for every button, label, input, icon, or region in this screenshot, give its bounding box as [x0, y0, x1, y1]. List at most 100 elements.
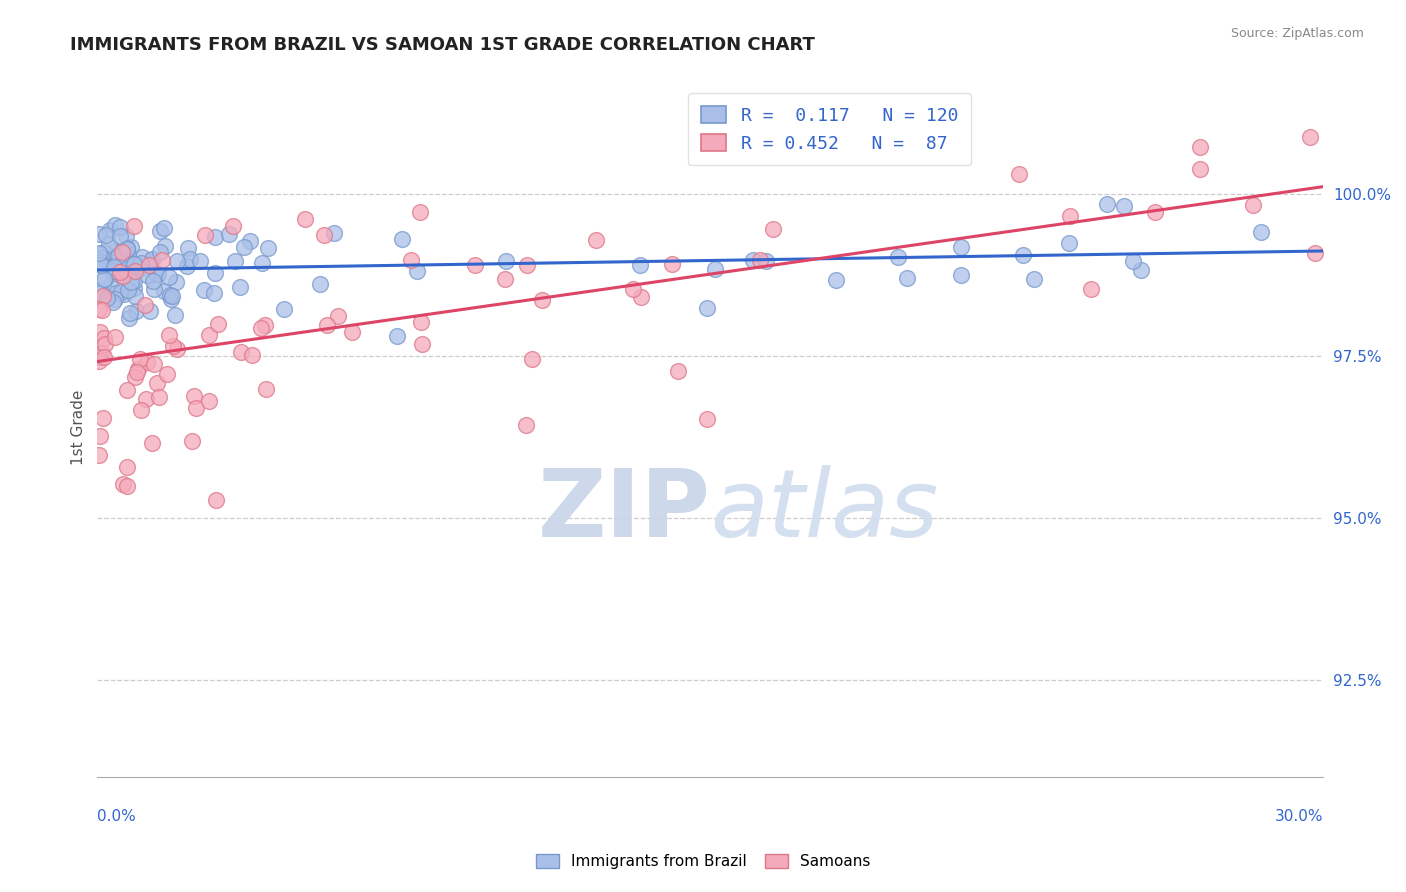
Point — [406, 264, 429, 278]
Point — [114, 229, 136, 244]
Point — [98, 277, 121, 292]
Point — [1080, 282, 1102, 296]
Point — [1008, 167, 1031, 181]
Point — [495, 253, 517, 268]
Point — [125, 366, 148, 380]
Point — [146, 376, 169, 390]
Point — [138, 258, 160, 272]
Point — [152, 285, 174, 299]
Point — [89, 227, 111, 241]
Point — [89, 354, 111, 368]
Point — [494, 272, 516, 286]
Point — [323, 226, 346, 240]
Point — [129, 403, 152, 417]
Point — [120, 306, 142, 320]
Point — [103, 260, 125, 274]
Legend: R =  0.117   N = 120, R = 0.452   N =  87: R = 0.117 N = 120, R = 0.452 N = 87 — [689, 94, 972, 165]
Point — [127, 362, 149, 376]
Point — [193, 283, 215, 297]
Point — [122, 281, 145, 295]
Point — [124, 289, 146, 303]
Point — [108, 265, 131, 279]
Point — [1189, 140, 1212, 154]
Point — [101, 264, 124, 278]
Point — [129, 352, 152, 367]
Point — [112, 246, 135, 260]
Point — [112, 269, 135, 284]
Point — [399, 253, 422, 268]
Point — [222, 219, 245, 233]
Point — [666, 364, 689, 378]
Point — [134, 298, 156, 312]
Point — [115, 478, 138, 492]
Point — [186, 401, 208, 415]
Point — [183, 389, 205, 403]
Point — [145, 267, 167, 281]
Point — [117, 283, 139, 297]
Point — [661, 257, 683, 271]
Point — [89, 246, 111, 260]
Text: IMMIGRANTS FROM BRAZIL VS SAMOAN 1ST GRADE CORRELATION CHART: IMMIGRANTS FROM BRAZIL VS SAMOAN 1ST GRA… — [70, 36, 815, 54]
Point — [91, 302, 114, 317]
Point — [1130, 263, 1153, 277]
Point — [104, 330, 127, 344]
Point — [107, 250, 129, 264]
Point — [139, 304, 162, 318]
Point — [112, 255, 135, 269]
Point — [205, 493, 228, 508]
Point — [162, 339, 184, 353]
Point — [108, 229, 131, 244]
Point — [273, 301, 295, 316]
Point — [409, 204, 432, 219]
Point — [89, 350, 111, 364]
Point — [1189, 161, 1212, 176]
Point — [1024, 272, 1046, 286]
Point — [530, 293, 553, 308]
Point — [207, 318, 229, 332]
Point — [250, 320, 273, 334]
Point — [148, 390, 170, 404]
Point — [696, 412, 718, 426]
Point — [1144, 205, 1167, 219]
Point — [91, 289, 114, 303]
Point — [104, 244, 127, 259]
Point — [1299, 130, 1322, 145]
Point — [150, 253, 173, 268]
Point — [142, 281, 165, 295]
Point — [115, 256, 138, 270]
Point — [117, 241, 139, 255]
Point — [89, 284, 111, 298]
Point — [1059, 210, 1081, 224]
Point — [385, 329, 408, 343]
Point — [1011, 248, 1033, 262]
Point — [115, 242, 138, 256]
Point — [110, 245, 132, 260]
Point — [585, 233, 607, 247]
Point — [135, 392, 157, 407]
Point — [228, 279, 250, 293]
Point — [156, 367, 179, 381]
Point — [103, 295, 125, 310]
Point — [887, 250, 910, 264]
Point — [117, 384, 139, 398]
Point — [233, 240, 256, 254]
Point — [198, 393, 221, 408]
Point — [90, 258, 112, 272]
Point — [155, 239, 177, 253]
Point — [409, 315, 432, 329]
Point — [100, 223, 122, 237]
Point — [159, 288, 181, 302]
Point — [1114, 199, 1136, 213]
Point — [224, 254, 246, 268]
Point — [202, 285, 225, 300]
Point — [755, 253, 778, 268]
Point — [696, 301, 718, 315]
Point — [112, 477, 135, 491]
Point — [105, 264, 128, 278]
Point — [250, 256, 273, 270]
Text: 30.0%: 30.0% — [1275, 809, 1323, 824]
Point — [160, 289, 183, 303]
Point — [950, 268, 973, 282]
Point — [110, 285, 132, 300]
Point — [160, 292, 183, 306]
